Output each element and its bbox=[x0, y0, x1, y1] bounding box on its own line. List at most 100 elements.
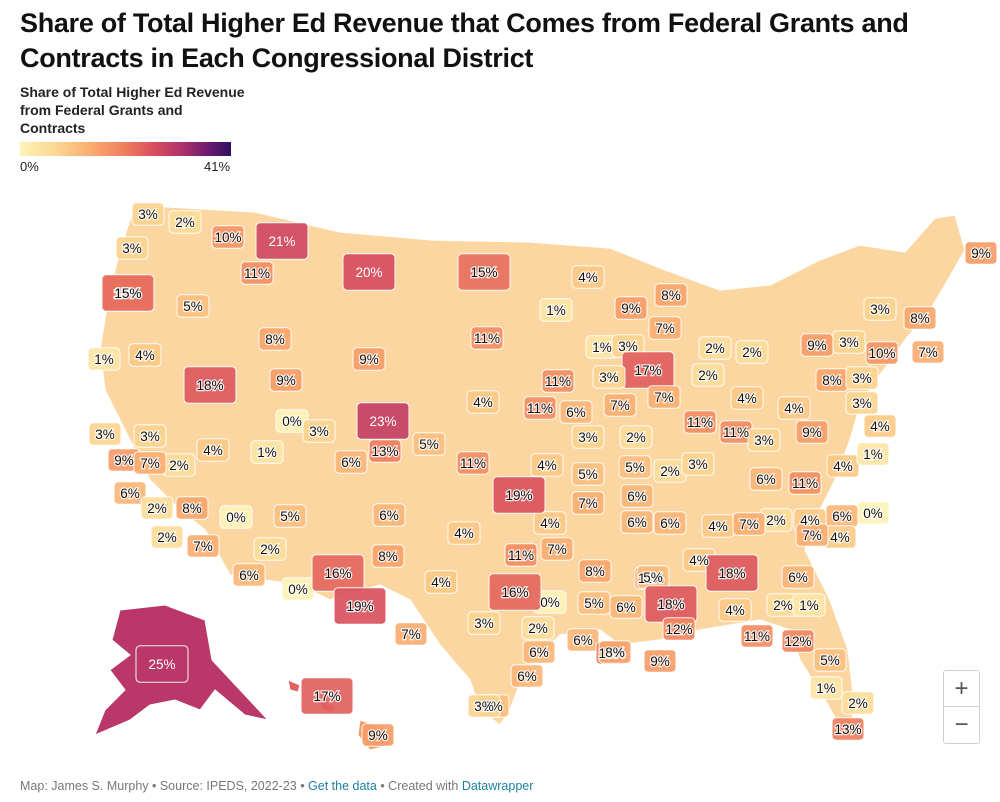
district-shape bbox=[681, 452, 715, 476]
district-shape bbox=[128, 343, 162, 367]
district-value-label: 18% bbox=[718, 566, 745, 581]
district-value-label: 7% bbox=[401, 627, 421, 642]
footer-credits: Map: James S. Murphy • Source: IPEDS, 20… bbox=[20, 779, 533, 793]
us-map-svg[interactable]: 3% 2% 10% 21% 20% 15% 4% 9% 3% 11% 1% 9% 8% 15% 5% 8% 11… bbox=[0, 190, 1000, 770]
district-map[interactable]: 3% 2% 10% 21% 20% 15% 4% 9% 3% 11% 1% 9% 8% 15% 5% 8% 11… bbox=[0, 190, 1000, 770]
district-value-label: 3% bbox=[688, 457, 708, 472]
district-value-label: 7% bbox=[802, 528, 822, 543]
district-shape bbox=[813, 648, 847, 672]
district-value-label: 8% bbox=[378, 549, 398, 564]
district-value-label: 5% bbox=[820, 653, 840, 668]
district-value-label: 7% bbox=[654, 390, 674, 405]
district-shape bbox=[856, 442, 890, 466]
district-value-label: 6% bbox=[756, 472, 776, 487]
legend-min-label: 0% bbox=[20, 159, 39, 174]
district-value-label: 5% bbox=[183, 299, 203, 314]
district-shape bbox=[619, 425, 653, 449]
district-shape bbox=[648, 316, 682, 340]
district-shape bbox=[571, 265, 605, 289]
district-value-label: 11% bbox=[638, 571, 664, 586]
district-value-label: 3% bbox=[852, 396, 872, 411]
district-value-label: 8% bbox=[822, 373, 842, 388]
district-value-label: 2% bbox=[169, 458, 189, 473]
district-value-label: 0% bbox=[226, 510, 246, 525]
district-shape bbox=[361, 723, 395, 747]
district-value-label: 6% bbox=[529, 645, 549, 660]
district-shape bbox=[747, 428, 781, 452]
district-shape bbox=[133, 424, 167, 448]
district-shape bbox=[300, 677, 354, 715]
district-shape bbox=[647, 385, 681, 409]
district-value-label: 9% bbox=[114, 453, 134, 468]
district-shape bbox=[175, 496, 209, 520]
district-shape bbox=[643, 649, 677, 673]
district-shape bbox=[618, 455, 652, 479]
district-shape bbox=[168, 210, 202, 234]
district-value-label: 1% bbox=[816, 681, 836, 696]
district-shape bbox=[467, 694, 501, 718]
district-value-label: 6% bbox=[566, 405, 586, 420]
district-shape bbox=[541, 369, 575, 393]
district-shape bbox=[87, 347, 121, 371]
district-value-label: 8% bbox=[661, 288, 681, 303]
district-shape bbox=[240, 261, 274, 285]
district-value-label: 6% bbox=[627, 489, 647, 504]
district-value-label: 6% bbox=[239, 568, 259, 583]
zoom-out-button[interactable]: − bbox=[944, 706, 979, 742]
district-value-label: 1% bbox=[546, 303, 566, 318]
district-shape bbox=[566, 628, 600, 652]
district-value-label: 19% bbox=[346, 599, 373, 614]
footer-separator: • Created with bbox=[376, 779, 462, 793]
district-value-label: 2% bbox=[848, 696, 868, 711]
district-value-label: 23% bbox=[369, 414, 396, 429]
district-value-label: 3% bbox=[618, 339, 638, 354]
district-shape bbox=[705, 554, 759, 592]
district-value-label: 13% bbox=[598, 646, 625, 661]
district-value-label: 0% bbox=[288, 582, 308, 597]
district-value-label: 2% bbox=[766, 513, 786, 528]
district-value-label: 4% bbox=[578, 270, 598, 285]
district-value-label: 6% bbox=[379, 508, 399, 523]
district-shape bbox=[826, 454, 860, 478]
district-value-label: 2% bbox=[742, 345, 762, 360]
district-value-label: 18% bbox=[657, 597, 684, 612]
district-shape bbox=[488, 573, 542, 611]
district-shape bbox=[592, 365, 626, 389]
district-value-label: 7% bbox=[547, 542, 567, 557]
datawrapper-link[interactable]: Datawrapper bbox=[461, 779, 534, 793]
district-shape bbox=[131, 202, 165, 226]
district-shape bbox=[424, 570, 458, 594]
get-data-link[interactable]: Get the data bbox=[308, 779, 377, 793]
district-value-label: 9% bbox=[359, 352, 379, 367]
district-value-label: 3% bbox=[578, 430, 598, 445]
district-shape bbox=[831, 717, 865, 741]
district-shape bbox=[832, 330, 866, 354]
district-value-label: 2% bbox=[175, 215, 195, 230]
district-value-label: 2% bbox=[705, 341, 725, 356]
district-value-label: 11% bbox=[545, 374, 571, 389]
district-shape bbox=[467, 611, 501, 635]
district-value-label: 6% bbox=[573, 633, 593, 648]
district-shape bbox=[809, 676, 843, 700]
district-value-label: 4% bbox=[830, 530, 850, 545]
district-value-label: 4% bbox=[708, 519, 728, 534]
district-value-label: 3% bbox=[754, 433, 774, 448]
district-value-label: 3% bbox=[599, 370, 619, 385]
district-value-label: 6% bbox=[832, 509, 852, 524]
district-value-label: 4% bbox=[737, 391, 757, 406]
district-shape bbox=[788, 471, 822, 495]
zoom-in-button[interactable]: + bbox=[954, 675, 969, 702]
district-shape bbox=[740, 624, 774, 648]
district-value-label: 9% bbox=[276, 373, 296, 388]
district-shape bbox=[795, 420, 829, 444]
district-shape bbox=[211, 225, 245, 249]
district-value-label: 11% bbox=[244, 266, 270, 281]
district-shape bbox=[691, 363, 725, 387]
district-value-label: 1% bbox=[94, 352, 114, 367]
district-shape bbox=[571, 491, 605, 515]
district-value-label: 16% bbox=[324, 566, 351, 581]
district-value-label: 2% bbox=[626, 430, 646, 445]
district-shape bbox=[903, 306, 937, 330]
district-value-label: 6% bbox=[627, 515, 647, 530]
district-value-label: 4% bbox=[800, 513, 820, 528]
